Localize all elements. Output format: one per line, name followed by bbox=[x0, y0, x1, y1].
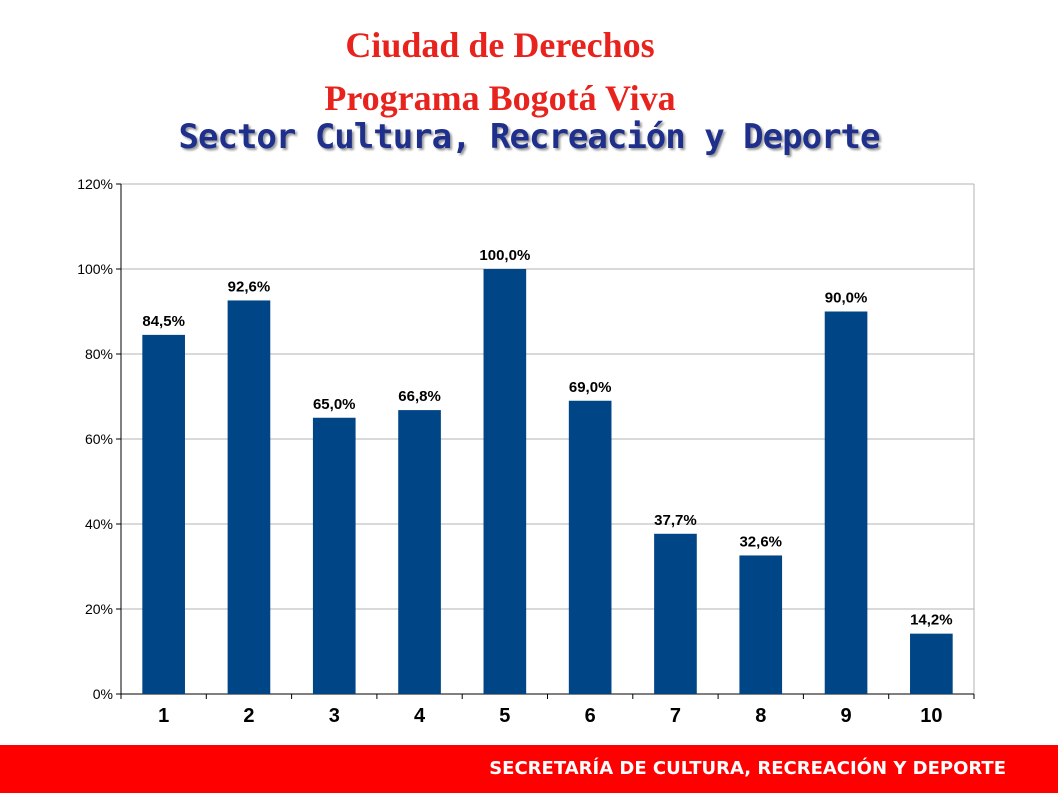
chart-subtitle: Sector Cultura, Recreación y Deporte bbox=[178, 117, 881, 157]
bar bbox=[739, 555, 783, 694]
x-tick-label: 6 bbox=[585, 705, 596, 727]
x-tick-label: 3 bbox=[329, 705, 340, 727]
y-tick-label: 60% bbox=[85, 431, 113, 447]
x-tick-label: 1 bbox=[158, 705, 169, 727]
x-tick-label: 4 bbox=[414, 705, 426, 727]
y-tick-label: 20% bbox=[85, 601, 113, 617]
bar bbox=[568, 400, 612, 694]
x-tick-label: 8 bbox=[755, 705, 766, 727]
bar bbox=[312, 417, 356, 694]
bar bbox=[398, 410, 441, 694]
bar-chart: 0% 20% 40% 60% 80% 100% 120% 84,5% 1 92,6% 2 65,0% 3… bbox=[77, 176, 975, 727]
data-label: 90,0% bbox=[825, 290, 868, 307]
data-label: 14,2% bbox=[910, 612, 953, 629]
chart-area: 0% 20% 40% 60% 80% 100% 120% 84,5% 1 92,6% 2 65,0% 3… bbox=[58, 172, 988, 732]
x-tick-label: 2 bbox=[243, 705, 254, 727]
data-label: 65,0% bbox=[313, 396, 356, 413]
y-tick-label: 100% bbox=[77, 261, 113, 277]
x-tick-label: 5 bbox=[499, 705, 510, 727]
chart-program-title: Programa Bogotá Viva bbox=[324, 78, 676, 118]
data-label: 84,5% bbox=[142, 313, 185, 330]
bar bbox=[227, 300, 271, 694]
footer-label: SECRETARÍA DE CULTURA, RECREACIÓN Y DEPO… bbox=[489, 758, 1006, 779]
bar bbox=[483, 269, 527, 694]
bar bbox=[824, 311, 868, 694]
data-label: 100,0% bbox=[479, 247, 530, 264]
data-label: 92,6% bbox=[228, 278, 271, 295]
data-label: 37,7% bbox=[654, 512, 697, 529]
data-label: 69,0% bbox=[569, 379, 612, 396]
chart-title: Ciudad de Derechos bbox=[345, 25, 655, 65]
footer-bar: SECRETARÍA DE CULTURA, RECREACIÓN Y DEPO… bbox=[0, 745, 1058, 793]
x-tick-label: 10 bbox=[920, 705, 942, 727]
y-tick-label: 40% bbox=[85, 516, 113, 532]
y-tick-label: 120% bbox=[77, 176, 113, 192]
bar bbox=[910, 633, 953, 694]
data-label: 66,8% bbox=[398, 388, 441, 405]
y-tick-label: 80% bbox=[85, 346, 113, 362]
x-tick-label: 7 bbox=[670, 705, 681, 727]
bar bbox=[654, 533, 697, 694]
data-label: 32,6% bbox=[739, 533, 782, 550]
bar bbox=[142, 334, 185, 694]
x-tick-label: 9 bbox=[840, 705, 851, 727]
y-tick-label: 0% bbox=[93, 686, 113, 702]
